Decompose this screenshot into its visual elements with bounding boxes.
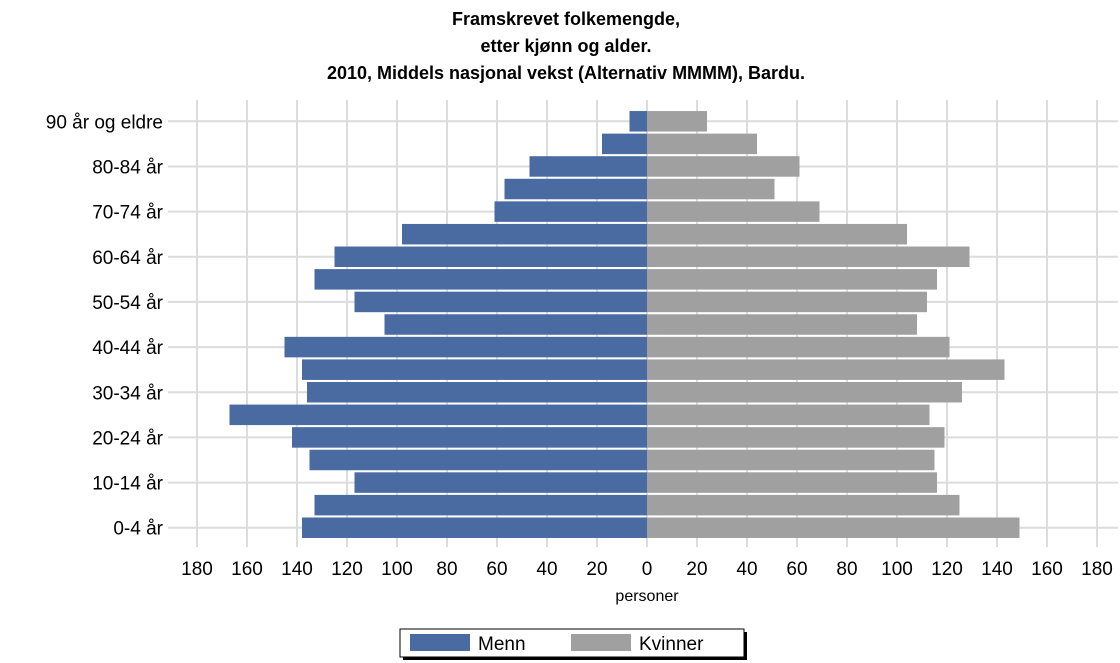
bar-menn <box>529 156 647 177</box>
x-axis-tick-label: 160 <box>1031 559 1063 580</box>
bar-kvinner <box>647 178 775 200</box>
bar-menn <box>309 449 647 471</box>
x-axis-tick-label: 60 <box>786 559 807 580</box>
bar-menn <box>292 427 647 448</box>
bar-kvinner <box>647 133 757 155</box>
title-line-2: etter kjønn og alder. <box>480 36 651 56</box>
bar-menn <box>314 269 647 290</box>
bar-menn <box>402 223 647 245</box>
legend-swatch-menn <box>410 634 470 651</box>
y-axis-label: 30-34 år <box>92 383 163 404</box>
x-axis-tick-label: 140 <box>281 559 313 580</box>
x-axis-tick-label: 120 <box>931 559 963 580</box>
legend-label-menn: Menn <box>478 634 526 655</box>
x-axis-tick-label: 180 <box>1081 559 1113 580</box>
y-axis-label: 10-14 år <box>92 474 163 495</box>
bar-menn <box>334 246 647 268</box>
bar-menn <box>384 314 647 335</box>
y-axis-label: 70-74 år <box>92 203 163 224</box>
x-axis-tick-label: 100 <box>881 559 913 580</box>
title-line-1: Framskrevet folkemengde, <box>452 9 680 29</box>
bar-kvinner <box>647 449 935 471</box>
y-axis-labels: 0-4 år 10-14 år 20-24 år 30-34 år 40-44 år 50… <box>46 112 164 539</box>
y-axis-label: 20-24 år <box>92 428 163 449</box>
bar-kvinner <box>647 201 820 222</box>
x-axis-tick-label: 20 <box>586 559 607 580</box>
bar-kvinner <box>647 494 960 516</box>
bar-kvinner <box>647 472 937 493</box>
bar-kvinner <box>647 427 945 448</box>
x-axis-tick-label: 40 <box>536 559 557 580</box>
x-axis-tick-label: 120 <box>331 559 363 580</box>
bar-menn <box>354 472 647 493</box>
bar-kvinner <box>647 291 927 313</box>
bar-kvinner <box>647 359 1005 380</box>
x-axis-tick-label: 80 <box>836 559 857 580</box>
legend-label-kvinner: Kvinner <box>639 634 704 655</box>
x-axis-tick-label: 160 <box>231 559 263 580</box>
bar-kvinner <box>647 269 937 290</box>
bar-menn <box>229 404 647 426</box>
y-axis-label: 80-84 år <box>92 157 163 178</box>
y-axis-label: 0-4 år <box>113 519 163 540</box>
bar-kvinner <box>647 156 800 177</box>
bar-kvinner <box>647 314 917 335</box>
bar-menn <box>302 359 647 380</box>
x-axis-tick-label: 0 <box>642 559 653 580</box>
bar-menn <box>302 517 647 538</box>
bar-kvinner <box>647 336 950 358</box>
y-axis-label: 60-64 år <box>92 248 163 269</box>
bar-menn <box>354 291 647 313</box>
legend-swatch-kvinner <box>571 634 631 651</box>
y-axis-label: 40-44 år <box>92 338 163 359</box>
bar-kvinner <box>647 404 930 426</box>
bar-kvinner <box>647 223 907 245</box>
x-axis-tick-labels: 180 160 140 120 100 80 60 40 20 0 20 40 60 80 100 120 14… <box>181 559 1113 580</box>
bar-kvinner <box>647 111 707 132</box>
bars <box>229 111 1020 538</box>
x-axis-tick-label: 40 <box>736 559 757 580</box>
bar-menn <box>602 133 647 155</box>
bar-menn <box>629 111 647 132</box>
x-axis-tick-label: 60 <box>486 559 507 580</box>
x-axis-title: personer <box>615 588 679 605</box>
x-axis-tick-label: 180 <box>181 559 213 580</box>
bar-menn <box>307 382 647 403</box>
bar-kvinner <box>647 382 962 403</box>
chart-title: Framskrevet folkemengde, etter kjønn og … <box>327 9 805 83</box>
legend: Menn Kvinner <box>399 628 747 660</box>
x-axis-tick-label: 140 <box>981 559 1013 580</box>
bar-kvinner <box>647 246 970 268</box>
bar-menn <box>504 178 647 200</box>
x-axis-tick-label: 80 <box>436 559 457 580</box>
y-axis-label: 50-54 år <box>92 293 163 314</box>
bar-menn <box>284 336 647 358</box>
x-axis-tick-label: 100 <box>381 559 413 580</box>
bar-kvinner <box>647 517 1020 538</box>
bar-menn <box>314 494 647 516</box>
bar-menn <box>494 201 647 222</box>
y-axis-label: 90 år og eldre <box>46 112 163 133</box>
x-axis-tick-label: 20 <box>686 559 707 580</box>
title-line-3: 2010, Middels nasjonal vekst (Alternativ… <box>327 63 805 83</box>
